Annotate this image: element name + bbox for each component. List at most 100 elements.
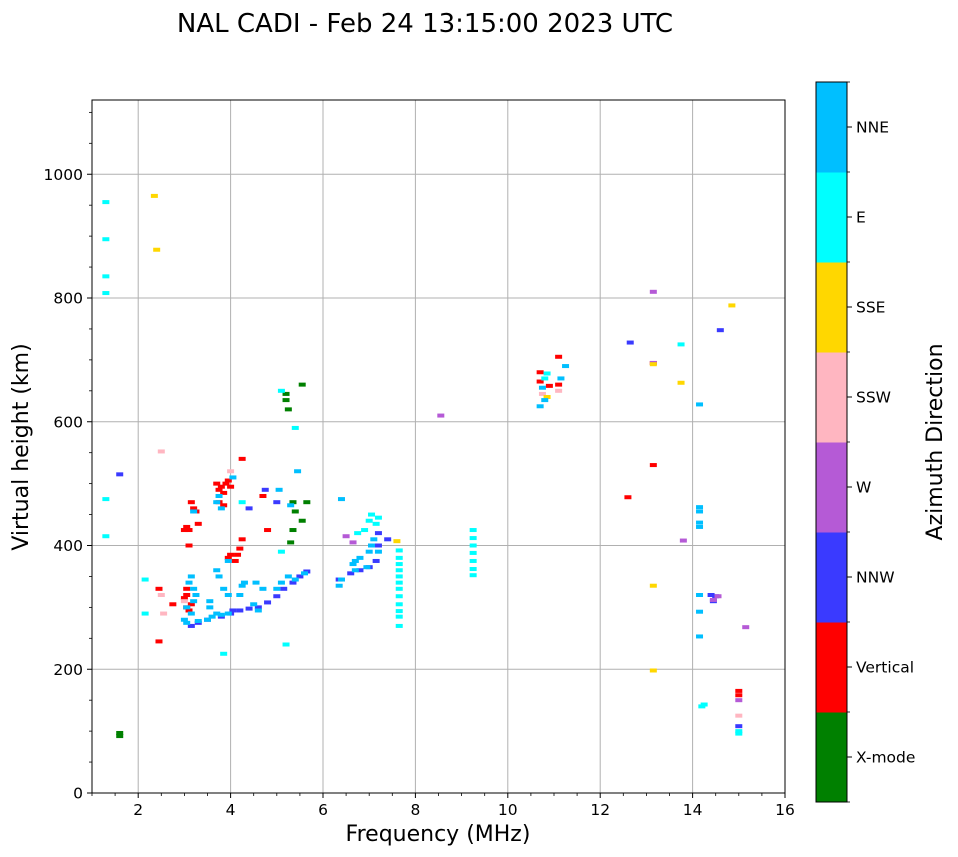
data-point [342, 534, 350, 539]
data-point [374, 531, 382, 536]
data-point [150, 193, 158, 198]
grid-lines [92, 100, 786, 793]
data-point [282, 398, 290, 403]
data-point [238, 583, 246, 588]
azimuth-colorbar: X-mode Vertical NNW W SSW SSE E NNE [815, 81, 915, 803]
data-point [224, 558, 232, 563]
data-point [555, 354, 563, 359]
data-point [284, 574, 292, 579]
data-point [469, 573, 477, 578]
data-point [538, 385, 546, 390]
data-point [213, 500, 221, 505]
data-point [291, 425, 299, 430]
data-point [238, 500, 246, 505]
data-point [469, 536, 477, 541]
data-point [187, 602, 195, 607]
data-point [287, 540, 295, 545]
data-point [555, 388, 563, 393]
y-tick-label: 600 [53, 413, 83, 431]
data-point [102, 237, 110, 242]
data-point [180, 596, 188, 601]
data-point [365, 549, 373, 554]
y-tick-label: 800 [53, 290, 83, 308]
data-point [707, 593, 715, 597]
data-point [222, 481, 230, 486]
data-point [735, 698, 743, 703]
x-tick-label: 16 [775, 801, 795, 819]
y-tick-label: 0 [73, 785, 83, 803]
data-point [183, 620, 191, 625]
data-point [236, 608, 244, 613]
data-point [562, 364, 570, 369]
data-point [696, 520, 704, 525]
data-point [190, 509, 198, 514]
data-point [395, 594, 403, 599]
data-point [696, 609, 704, 614]
data-point [289, 528, 297, 533]
data-point [536, 370, 544, 375]
colorbar-label: SSE [856, 299, 885, 317]
data-point [624, 495, 632, 500]
data-point [185, 580, 193, 585]
data-point [395, 602, 403, 607]
data-point [337, 577, 345, 582]
colorbar-label: Vertical [856, 659, 914, 677]
data-point [649, 289, 657, 294]
x-tick-label: 2 [133, 801, 143, 819]
data-point [541, 398, 549, 403]
data-point [545, 383, 553, 388]
colorbar-label: X-mode [856, 749, 915, 767]
data-point [213, 481, 221, 486]
data-point [102, 274, 110, 279]
data-point [649, 463, 657, 468]
data-point [141, 577, 149, 582]
data-point [206, 599, 214, 604]
data-point [557, 376, 565, 381]
data-point [102, 497, 110, 502]
data-point [289, 580, 297, 585]
data-point [735, 731, 743, 736]
data-point [229, 475, 237, 480]
data-point [250, 602, 258, 607]
data-point [190, 586, 198, 591]
series-e [102, 200, 743, 736]
data-point [231, 558, 239, 563]
data-point [252, 580, 260, 585]
data-point [395, 623, 403, 628]
data-point [541, 376, 549, 381]
data-point [372, 558, 380, 563]
data-point [259, 494, 267, 498]
data-point [469, 543, 477, 548]
series-x-mode [116, 382, 311, 739]
data-point [220, 490, 228, 495]
data-point [227, 552, 235, 557]
data-point [395, 562, 403, 567]
data-point [301, 571, 309, 576]
data-point [696, 524, 704, 529]
data-point [275, 487, 283, 492]
data-point [384, 537, 392, 542]
data-point [183, 586, 191, 591]
series-nne [180, 364, 704, 639]
data-point [469, 528, 477, 533]
data-point [180, 528, 188, 533]
x-tick-label: 8 [410, 801, 420, 819]
data-point [469, 558, 477, 563]
data-point [361, 528, 369, 533]
x-tick-label: 10 [498, 801, 518, 819]
data-point [102, 200, 110, 205]
data-point [395, 609, 403, 614]
data-point [116, 730, 124, 735]
x-axis-ticks: 2 4 6 8 10 12 14 16 [91, 793, 795, 819]
data-point [180, 599, 188, 604]
data-point [395, 580, 403, 585]
data-point [374, 515, 382, 520]
y-tick-label: 1000 [44, 166, 83, 184]
data-point [716, 328, 724, 333]
x-tick-label: 12 [590, 801, 610, 819]
colorbar-label: NNW [856, 569, 895, 587]
data-point [236, 593, 244, 597]
data-point [141, 611, 149, 616]
data-point [298, 518, 306, 523]
data-point [234, 552, 242, 557]
